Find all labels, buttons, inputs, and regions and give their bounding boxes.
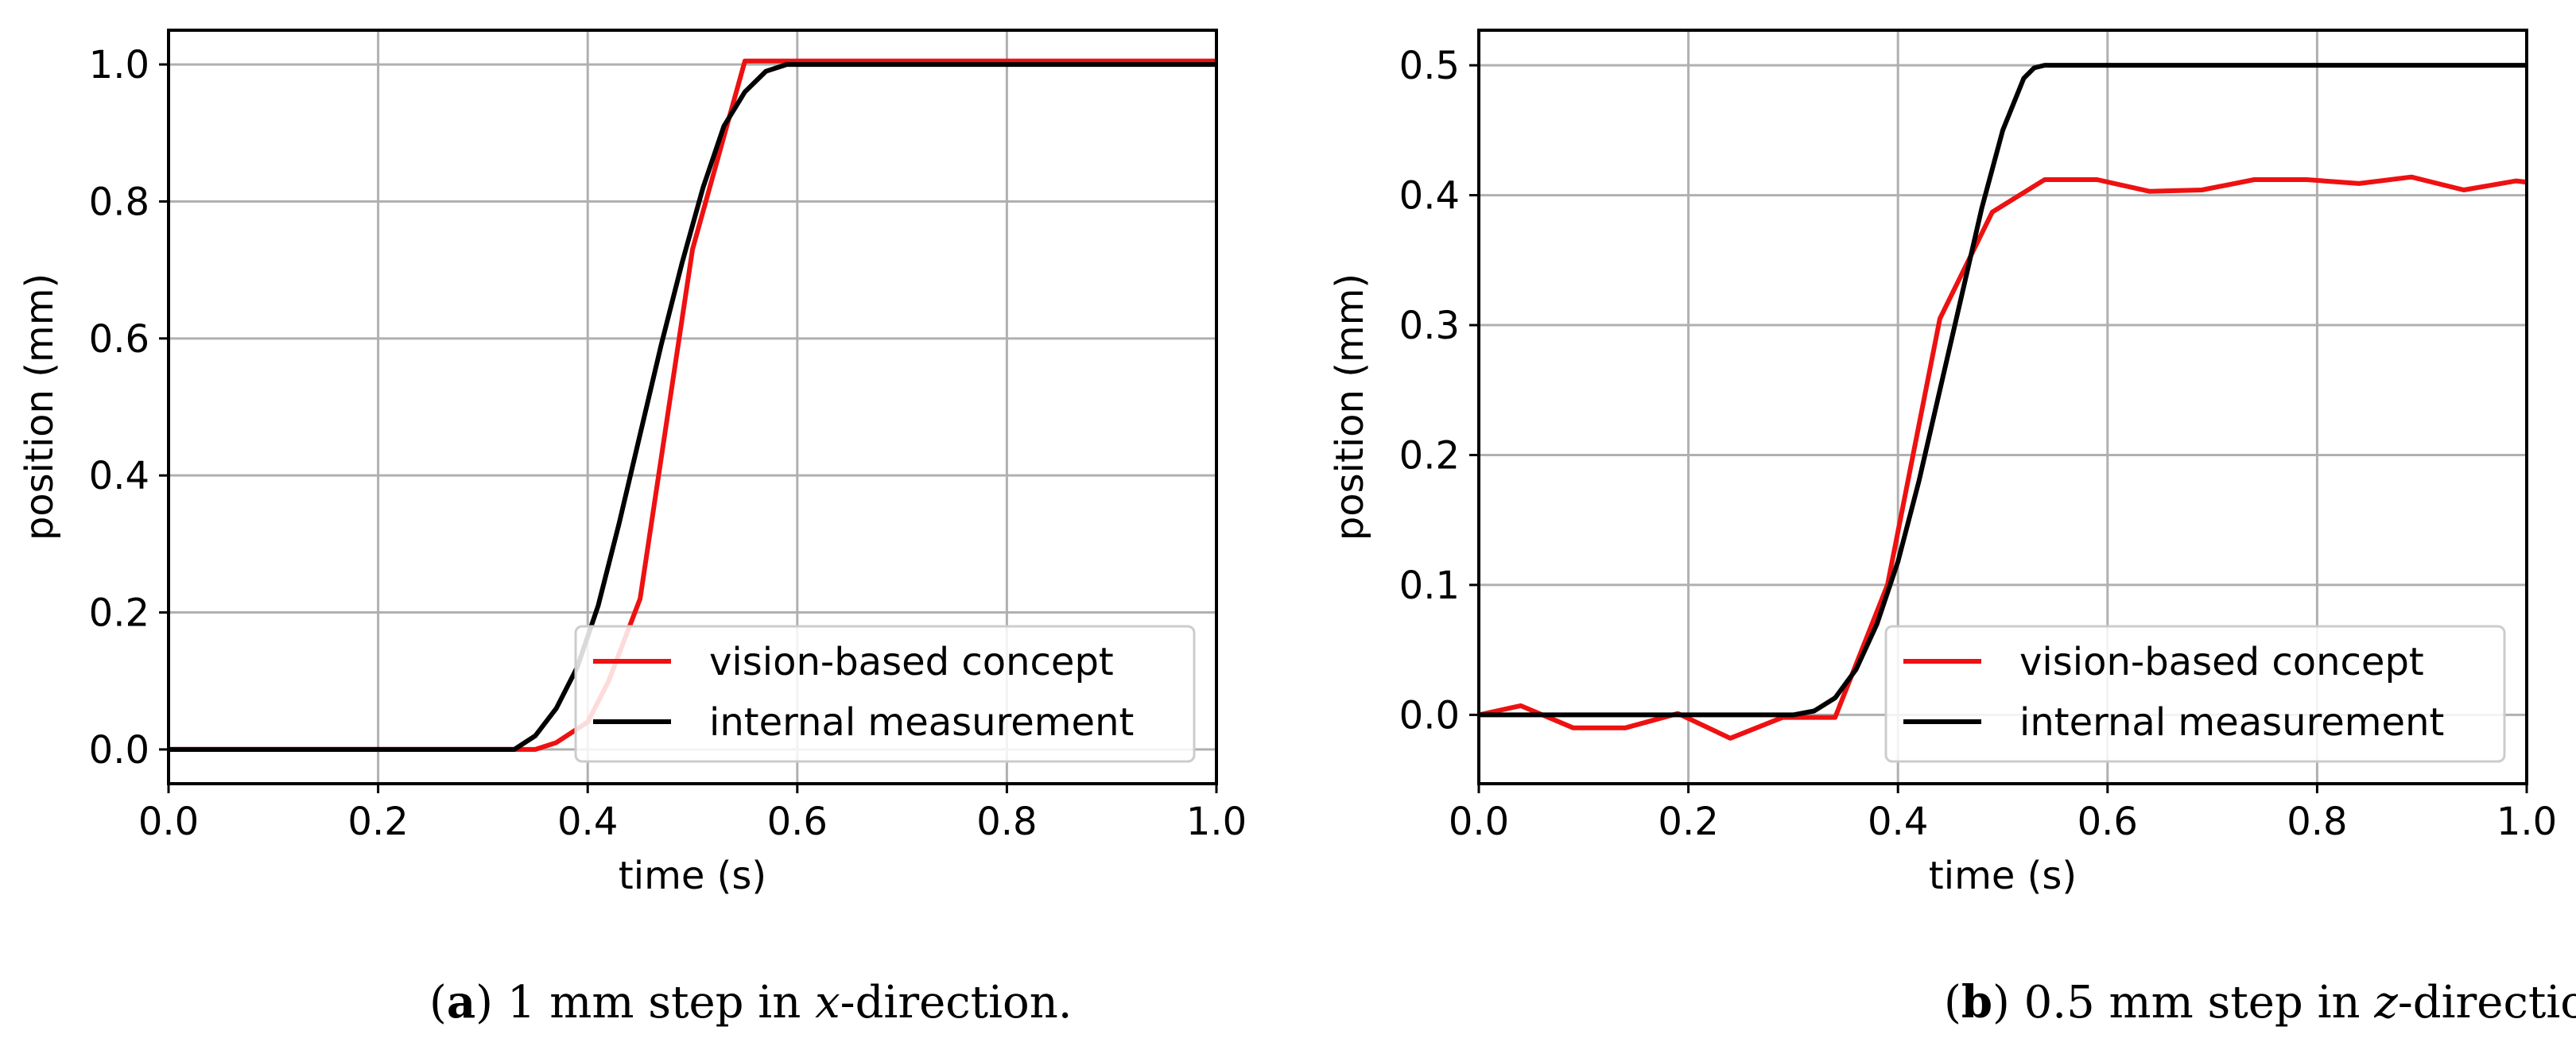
y-tick-label: 0.2 [1399, 433, 1460, 478]
legend-entry-label: internal measurement [709, 700, 1134, 745]
chart-1: 0.0 0.2 0.4 0.6 0.8 1.0 0.0 0.1 0.2 0.3 0.4 0.5 time… [1328, 29, 2576, 1029]
legend: vision-based concept internal measurement [1884, 625, 2506, 763]
x-tick-label: 0.0 [1449, 800, 1509, 844]
x-axis-label: time (s) [619, 854, 766, 898]
x-tick-label: 0.4 [557, 800, 618, 844]
y-tick-label: 0.0 [1399, 693, 1460, 738]
legend-entry-label: vision-based concept [2019, 640, 2424, 684]
chart-0: 0.0 0.2 0.4 0.6 0.8 1.0 0.0 0.2 0.4 0.6 0.8 1.0 time… [17, 29, 1247, 1029]
x-tick-label: 0.2 [347, 800, 408, 844]
internal-measurement-line [169, 62, 1216, 752]
vision-based-concept-line [1479, 174, 2527, 741]
x-tick-label: 0.0 [138, 800, 199, 844]
y-axis-label: position (mm) [1328, 273, 1372, 540]
internal-measurement-line [1479, 63, 2527, 718]
plot-frame [1477, 29, 2528, 785]
legend-entry-label: internal measurement [2019, 700, 2444, 745]
y-tick-label: 0.1 [1399, 564, 1460, 608]
x-tick-label: 1.0 [2496, 800, 2557, 844]
caption: (b) 0.5 mm step in z-direction. [1944, 976, 2576, 1029]
legend-box [1884, 625, 2506, 763]
caption: (a) 1 mm step in x-direction. [429, 976, 1073, 1029]
x-tick-label: 0.8 [2287, 800, 2347, 844]
y-tick-label: 0.8 [89, 180, 149, 224]
legend-entry-label: vision-based concept [709, 640, 1114, 684]
legend: vision-based concept internal measurement [574, 625, 1196, 763]
x-tick-label: 0.6 [767, 800, 828, 844]
x-tick-label: 1.0 [1186, 800, 1247, 844]
y-tick-label: 0.3 [1399, 304, 1460, 348]
y-tick-label: 0.5 [1399, 44, 1460, 88]
series-group [1479, 63, 2527, 741]
x-tick-label: 0.6 [2077, 800, 2138, 844]
plot-frame [167, 29, 1218, 785]
x-axis-label: time (s) [1929, 854, 2077, 898]
y-tick-label: 0.4 [89, 454, 149, 498]
legend-box [574, 625, 1196, 763]
y-tick-label: 0.2 [89, 591, 149, 636]
y-tick-label: 0.6 [89, 317, 149, 362]
y-axis-label: position (mm) [17, 273, 62, 540]
x-tick-label: 0.4 [1868, 800, 1928, 844]
x-tick-label: 0.8 [976, 800, 1037, 844]
y-tick-label: 1.0 [89, 43, 149, 87]
x-tick-label: 0.2 [1658, 800, 1718, 844]
y-tick-label: 0.4 [1399, 174, 1460, 219]
y-tick-label: 0.0 [89, 728, 149, 773]
